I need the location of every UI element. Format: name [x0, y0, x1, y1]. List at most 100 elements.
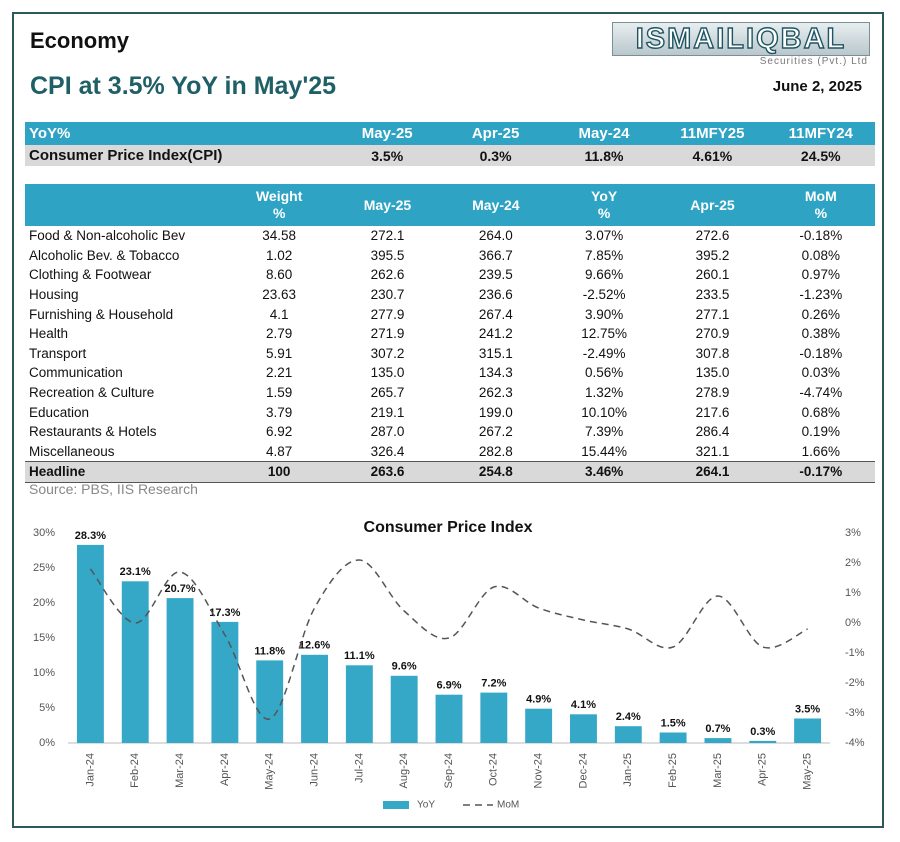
- cell: 278.9: [695, 385, 730, 401]
- bar: [570, 714, 597, 743]
- header-label: YoY: [591, 188, 618, 204]
- cell: Alcoholic Bev. & Tobacco: [29, 247, 180, 263]
- cell: 219.1: [370, 404, 405, 420]
- bar-value-label: 12.6%: [299, 640, 330, 652]
- cell: Miscellaneous: [29, 443, 115, 459]
- cell: 287.0: [370, 424, 405, 440]
- cell: -4.74%: [799, 385, 843, 401]
- bar: [301, 654, 328, 743]
- x-tick-label: Feb-25: [667, 753, 679, 788]
- header-cell: MoM%: [766, 184, 875, 226]
- cell: 5.91: [266, 345, 293, 361]
- row: Health 2.79 271.9 241.2 12.75% 270.9 0.38%: [25, 324, 875, 344]
- cell: 263.6: [333, 461, 442, 483]
- cell: 12.75%: [581, 326, 628, 342]
- cell: 233.5: [695, 287, 730, 303]
- cell: Recreation & Culture: [29, 385, 155, 401]
- cell: 326.4: [370, 443, 405, 459]
- row: Recreation & Culture 1.59 265.7 262.3 1.32% 2…: [25, 383, 875, 403]
- y2-tick-label: 0%: [845, 617, 861, 629]
- cell: 0.97%: [801, 267, 840, 283]
- bar: [704, 738, 732, 743]
- cell: Furnishing & Household: [29, 306, 174, 322]
- y2-tick-label: -1%: [845, 647, 865, 659]
- cell: 254.8: [441, 461, 550, 483]
- cell: 4.61%: [658, 145, 767, 166]
- cell: Communication: [29, 365, 123, 381]
- row: Consumer Price Index(CPI) 3.5% 0.3% 11.8% 4.…: [25, 145, 875, 166]
- cell: 135.0: [695, 365, 730, 381]
- logo-subtitle: Securities (Pvt.) Ltd: [759, 56, 868, 67]
- bar: [345, 665, 373, 743]
- bar-value-label: 7.2%: [481, 678, 506, 690]
- cell: 6.92: [266, 424, 293, 440]
- cell: Education: [29, 404, 90, 420]
- y-tick-label: 5%: [39, 702, 55, 714]
- cell: 267.4: [478, 306, 513, 322]
- bar-value-label: 4.9%: [526, 694, 551, 706]
- bar-value-label: 17.3%: [209, 607, 240, 619]
- header-cell: May-24: [549, 122, 659, 145]
- bar-value-label: 11.1%: [344, 650, 375, 662]
- cell: 3.07%: [585, 228, 624, 244]
- header-cell: Weight%: [225, 184, 334, 226]
- bar: [256, 660, 284, 743]
- y2-tick-label: 1%: [845, 587, 861, 599]
- line: [89, 559, 808, 720]
- x-tick-label: Mar-24: [174, 753, 186, 788]
- cell: 262.6: [370, 267, 405, 283]
- cell: 272.1: [370, 228, 405, 244]
- bar-value-label: 1.5%: [661, 717, 686, 729]
- header-unit: %: [597, 205, 611, 221]
- cell: 4.87: [266, 443, 293, 459]
- cell: 0.56%: [585, 365, 624, 381]
- total-row: Headline 100 263.6 254.8 3.46% 264.1 -0.17%: [25, 461, 875, 483]
- header-cell: Apr-25: [441, 122, 550, 145]
- cell: 260.1: [695, 267, 730, 283]
- cell: 270.9: [695, 326, 730, 342]
- cell: 321.1: [695, 443, 730, 459]
- cell: 267.2: [478, 424, 513, 440]
- legend-label: MoM: [497, 800, 519, 811]
- bar: [749, 740, 777, 743]
- x-tick-label: Feb-24: [129, 753, 141, 788]
- y-tick-label: 15%: [33, 632, 55, 644]
- cell: 7.85%: [585, 247, 624, 263]
- bar: [390, 675, 418, 743]
- cell: 395.5: [370, 247, 405, 263]
- cell: Health: [29, 326, 69, 342]
- cell: 134.3: [478, 365, 513, 381]
- y-tick-label: 30%: [33, 527, 55, 539]
- cell: Transport: [29, 345, 87, 361]
- bar-value-label: 28.3%: [75, 530, 106, 542]
- x-tick-label: May-24: [264, 753, 276, 790]
- cell: 0.08%: [801, 247, 840, 263]
- cell: 0.26%: [801, 306, 840, 322]
- bar: [794, 718, 822, 743]
- cell: 3.46%: [549, 461, 659, 483]
- header-label: Apr-25: [690, 196, 735, 213]
- cell: 34.58: [262, 228, 297, 244]
- header-cell: Apr-25: [658, 184, 767, 226]
- logo: ISMAILIQBAL: [612, 22, 870, 56]
- cell: 217.6: [695, 404, 730, 420]
- x-tick-label: Oct-24: [488, 753, 500, 786]
- header-label: MoM: [804, 188, 837, 204]
- cell: 4.1: [269, 306, 289, 322]
- row: Restaurants & Hotels 6.92 287.0 267.2 7.39% 2…: [25, 422, 875, 442]
- bar: [614, 726, 642, 743]
- cell: 7.39%: [585, 424, 624, 440]
- bar: [121, 581, 149, 743]
- x-tick-label: Sep-24: [443, 753, 455, 788]
- bar-value-label: 3.5%: [795, 703, 820, 715]
- detail-table: Weight% May-25 May-24 YoY% Apr-25 MoM% Food & …: [25, 184, 875, 483]
- cell: 271.9: [370, 326, 405, 342]
- source-note: Source: PBS, IIS Research: [29, 481, 198, 497]
- frame: [12, 12, 884, 828]
- cell: 135.0: [370, 365, 405, 381]
- cell: 3.79: [266, 404, 293, 420]
- bar: [211, 621, 239, 743]
- cell: 10.10%: [581, 404, 628, 420]
- bar: [525, 708, 553, 743]
- report-title: CPI at 3.5% YoY in May'25: [30, 72, 337, 100]
